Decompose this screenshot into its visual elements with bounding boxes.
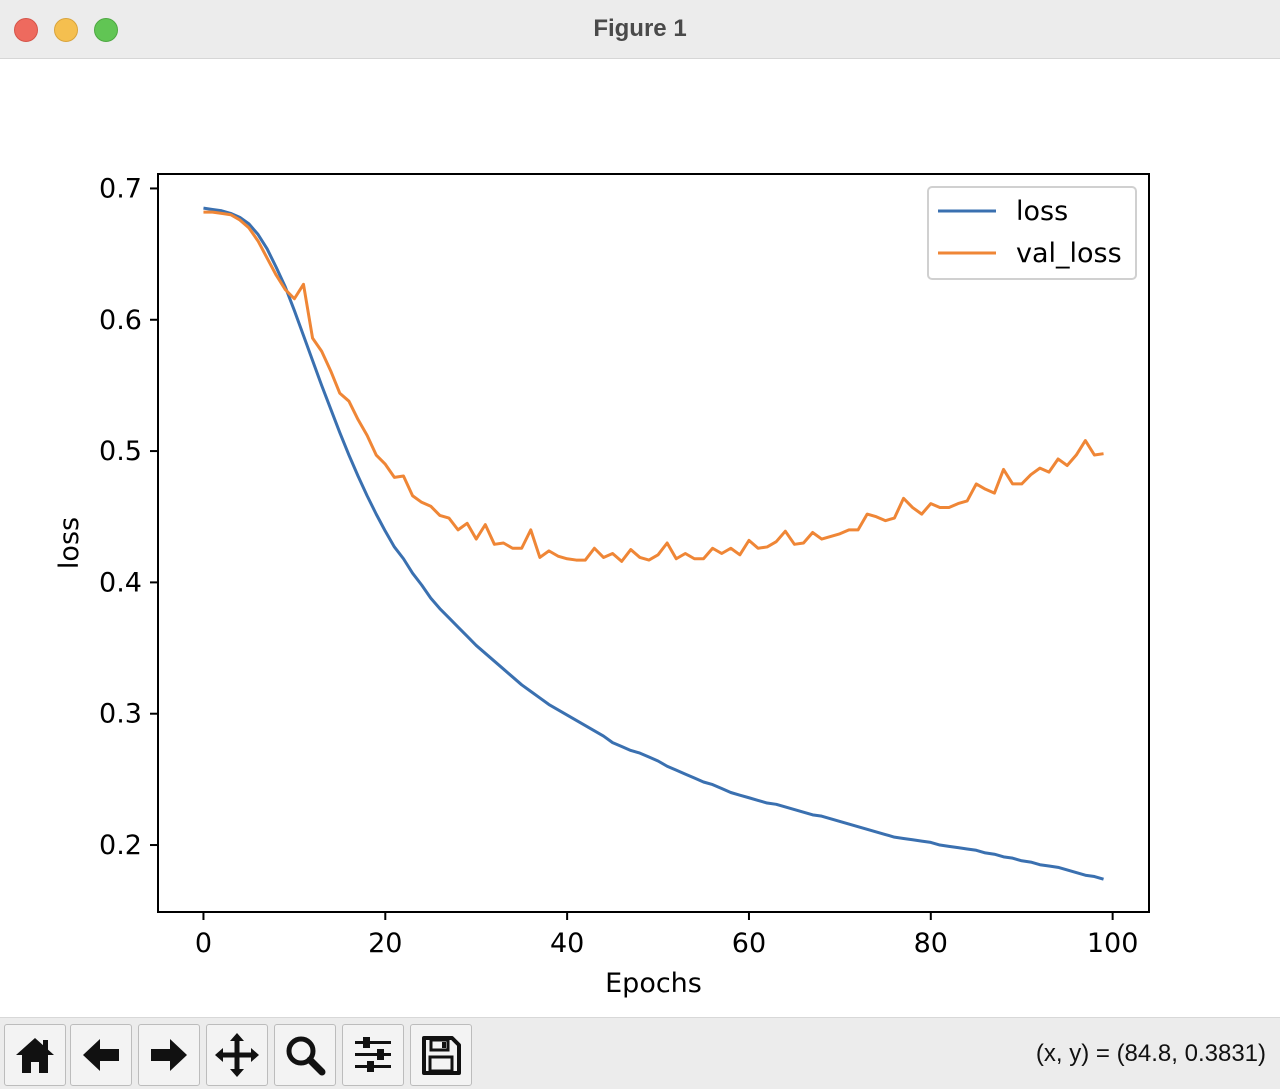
home-button[interactable] — [4, 1024, 66, 1086]
arrow-right-icon — [151, 1039, 187, 1071]
y-tick-label: 0.3 — [99, 699, 142, 730]
cursor-coordinates: (x, y) = (84.8, 0.3831) — [1035, 1040, 1266, 1067]
title-bar: Figure 1 — [0, 0, 1280, 59]
navigation-toolbar: (x, y) = (84.8, 0.3831) — [0, 1017, 1280, 1089]
y-tick-label: 0.5 — [99, 436, 142, 467]
home-icon — [16, 1038, 54, 1073]
figure-canvas[interactable]: 0 20 40 60 80 100 0.2 0.3 0.4 0.5 0.6 0.7 Epochs loss… — [0, 59, 1280, 1017]
loss-chart: 0 20 40 60 80 100 0.2 0.3 0.4 0.5 0.6 0.7 Epochs loss… — [54, 173, 1150, 999]
y-tick-label: 0.2 — [99, 830, 142, 861]
back-button[interactable] — [70, 1024, 132, 1086]
x-tick-label: 80 — [914, 928, 948, 959]
x-tick-label: 20 — [368, 928, 402, 959]
series-line-loss — [203, 206, 1104, 881]
y-tick-label: 0.6 — [99, 305, 142, 336]
close-window-button[interactable] — [14, 18, 38, 42]
y-tick-label: 0.7 — [99, 173, 142, 204]
legend: loss val_loss — [927, 186, 1137, 280]
move-icon — [215, 1033, 259, 1077]
plot-frame — [157, 173, 1150, 913]
arrow-left-icon — [83, 1039, 119, 1071]
legend-label-val_loss: val_loss — [1016, 238, 1122, 269]
minimize-window-button[interactable] — [54, 18, 78, 42]
series-line-val_loss — [203, 210, 1104, 563]
maximize-window-button[interactable] — [94, 18, 118, 42]
legend-label-loss: loss — [1016, 196, 1068, 227]
x-tick-label: 60 — [732, 928, 766, 959]
x-axis-label: Epochs — [605, 968, 702, 999]
x-tick-label: 0 — [195, 928, 212, 959]
y-axis-label: loss — [54, 517, 85, 569]
floppy-disk-icon — [422, 1036, 461, 1075]
x-tick-label: 40 — [550, 928, 584, 959]
y-tick-label: 0.4 — [99, 567, 142, 598]
pan-button[interactable] — [206, 1024, 268, 1086]
magnifier-icon — [286, 1036, 326, 1076]
forward-button[interactable] — [138, 1024, 200, 1086]
zoom-button[interactable] — [274, 1024, 336, 1086]
x-tick-label: 100 — [1087, 928, 1139, 959]
window-title: Figure 1 — [593, 15, 687, 42]
configure-subplots-button[interactable] — [342, 1024, 404, 1086]
save-button[interactable] — [410, 1024, 472, 1086]
sliders-icon — [355, 1037, 391, 1072]
